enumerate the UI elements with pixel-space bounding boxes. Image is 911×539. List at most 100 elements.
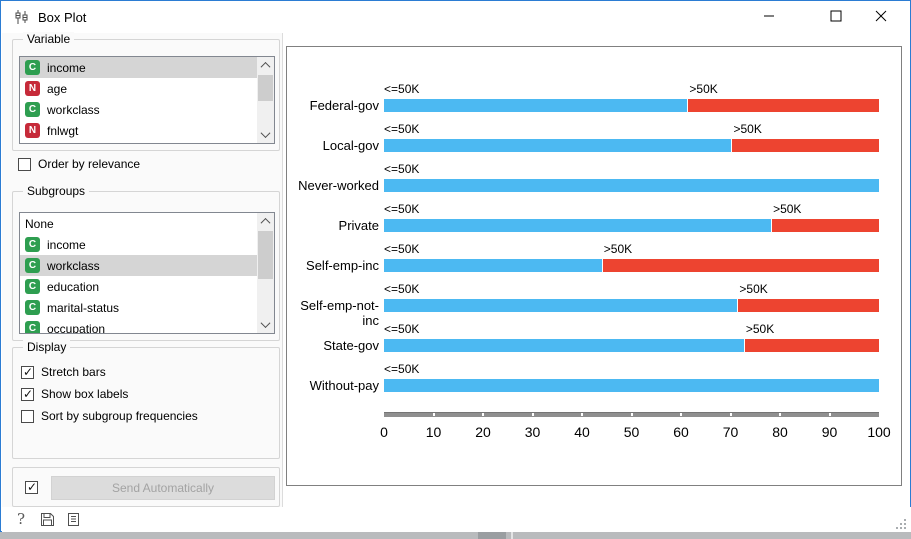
- bar-segment-le50k[interactable]: [384, 99, 688, 112]
- bar-segment-gt50k[interactable]: [772, 219, 879, 232]
- bar-segment-gt50k[interactable]: [688, 99, 879, 112]
- categorical-variable-icon: C: [25, 60, 40, 75]
- category-label: Self-emp-not-inc: [300, 298, 379, 328]
- bar-label-le50k: <=50K: [384, 282, 420, 296]
- scrollbar-thumb[interactable]: [258, 75, 273, 101]
- scroll-up-icon[interactable]: [257, 57, 274, 74]
- axis-tick-mark: [531, 413, 534, 416]
- variable-list-scrollbar[interactable]: [257, 57, 274, 143]
- category-label: Federal-gov: [309, 98, 379, 113]
- axis-tick-label: 40: [574, 424, 590, 440]
- bar-label-gt50k: >50K: [733, 122, 762, 136]
- help-icon[interactable]: ?: [16, 510, 26, 528]
- checkbox-box[interactable]: [21, 409, 34, 423]
- checkbox-label: Show box labels: [41, 387, 129, 401]
- list-item-label: occupation: [47, 321, 106, 334]
- close-button[interactable]: [864, 1, 898, 31]
- list-item-label: workclass: [47, 258, 100, 273]
- bar-label-gt50k: >50K: [745, 322, 775, 336]
- bar-segment-le50k[interactable]: [384, 139, 732, 152]
- category-label: Self-emp-inc: [306, 258, 379, 273]
- display-option-show-box-labels[interactable]: Show box labels: [21, 387, 128, 401]
- title-bar[interactable]: Box Plot: [1, 1, 910, 33]
- bar-segment-gt50k[interactable]: [744, 339, 879, 352]
- display-option-stretch-bars[interactable]: Stretch bars: [21, 365, 106, 379]
- bar-label-le50k: <=50K: [384, 242, 420, 256]
- bar-label-gt50k: >50K: [603, 242, 633, 256]
- display-option-sort-by-subgroup-frequencies[interactable]: Sort by subgroup frequencies: [21, 409, 198, 423]
- bar-segment-le50k[interactable]: [384, 339, 744, 352]
- bar-segment-le50k[interactable]: [384, 219, 772, 232]
- bar-segment-gt50k[interactable]: [602, 259, 879, 272]
- axis-tick-mark: [482, 413, 484, 416]
- bar-segment-le50k[interactable]: [384, 299, 738, 312]
- bar-segment-le50k[interactable]: [384, 379, 879, 392]
- list-item-label: age: [47, 81, 68, 96]
- checkbox-label: Order by relevance: [38, 157, 141, 171]
- bar-segment-gt50k[interactable]: [738, 299, 879, 312]
- scroll-down-icon[interactable]: [257, 126, 274, 143]
- resize-grip-icon[interactable]: [896, 519, 906, 529]
- bar-segment-le50k[interactable]: [384, 179, 879, 192]
- axis-tick-mark: [581, 413, 583, 416]
- axis-tick-label: 70: [722, 424, 739, 440]
- bar-label-le50k: <=50K: [384, 362, 420, 376]
- axis-tick-mark: [779, 413, 781, 416]
- maximize-button[interactable]: [819, 1, 853, 31]
- variable-groupbox-label: Variable: [23, 32, 75, 46]
- subgroups-list-scrollbar[interactable]: [257, 213, 274, 333]
- bar-label-le50k: <=50K: [384, 122, 420, 136]
- axis-tick-label: 60: [673, 424, 689, 440]
- list-item-label: income: [47, 237, 86, 252]
- categorical-variable-icon: C: [25, 279, 40, 294]
- bar-segment-le50k[interactable]: [384, 259, 602, 272]
- minimize-button[interactable]: [752, 1, 786, 31]
- checkbox-box[interactable]: [21, 387, 34, 401]
- subgroup-item-none[interactable]: None: [20, 213, 259, 234]
- bar-label-le50k: <=50K: [384, 162, 420, 176]
- list-item-label: income: [47, 60, 86, 75]
- list-item-label: education: [47, 279, 100, 294]
- axis-tick-label: 80: [772, 424, 788, 440]
- categorical-variable-icon: C: [25, 237, 40, 252]
- checkbox-box[interactable]: [18, 157, 31, 171]
- send-automatically-button[interactable]: Send Automatically: [51, 476, 275, 500]
- checkbox-label: Sort by subgroup frequencies: [41, 409, 198, 423]
- bar-label-gt50k: >50K: [739, 282, 768, 296]
- category-label: State-gov: [323, 338, 379, 353]
- send-automatically-checkbox[interactable]: [25, 480, 45, 494]
- checkbox-box[interactable]: [21, 365, 34, 379]
- background-scrollbar-thumb: [478, 532, 506, 539]
- scroll-down-icon[interactable]: [257, 316, 274, 333]
- checkbox-box[interactable]: [25, 480, 38, 494]
- categorical-variable-icon: C: [25, 102, 40, 117]
- axis-tick-label: 100: [867, 424, 891, 440]
- axis-tick-label: 30: [524, 424, 541, 440]
- scrollbar-thumb[interactable]: [258, 231, 273, 279]
- panel-splitter[interactable]: [282, 33, 283, 507]
- background-divider: [511, 532, 513, 539]
- axis-tick-label: 20: [475, 424, 491, 440]
- bar-segment-gt50k[interactable]: [732, 139, 879, 152]
- scroll-up-icon[interactable]: [257, 213, 274, 230]
- bar-label-le50k: <=50K: [384, 322, 420, 336]
- order-by-relevance-checkbox[interactable]: Order by relevance: [18, 157, 140, 171]
- category-label: Never-worked: [298, 178, 379, 193]
- report-icon[interactable]: [64, 510, 82, 528]
- save-icon[interactable]: [38, 510, 56, 528]
- category-label: Local-gov: [322, 138, 379, 153]
